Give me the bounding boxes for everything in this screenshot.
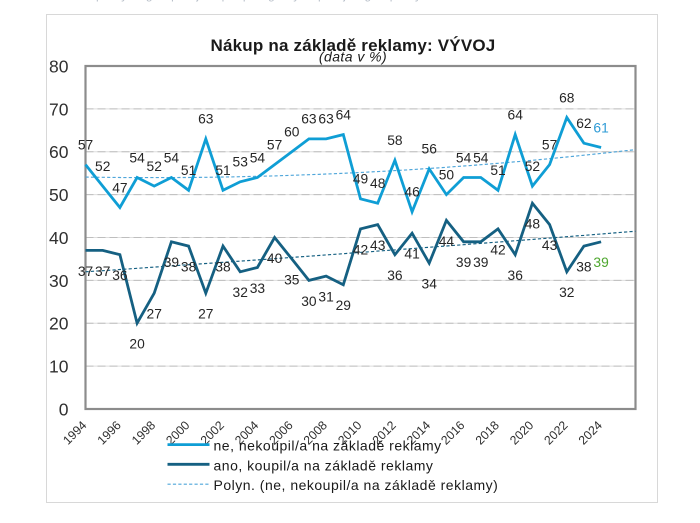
svg-text:46: 46: [404, 185, 420, 200]
svg-text:48: 48: [370, 176, 386, 191]
svg-text:62: 62: [576, 116, 591, 131]
svg-text:53: 53: [233, 155, 249, 170]
svg-text:51: 51: [181, 163, 196, 178]
svg-text:42: 42: [490, 242, 505, 257]
svg-text:38: 38: [576, 260, 592, 275]
svg-text:40: 40: [49, 228, 69, 248]
svg-text:38: 38: [181, 260, 197, 275]
svg-text:49: 49: [353, 172, 369, 187]
svg-text:Polyn. (ne, nekoupil/a na zákl: Polyn. (ne, nekoupil/a na základě reklam…: [214, 477, 499, 493]
svg-text:10: 10: [49, 357, 69, 377]
svg-text:20: 20: [49, 314, 69, 334]
svg-text:(data v %): (data v %): [319, 49, 387, 65]
svg-text:ne, nekoupil/a na základě rekl: ne, nekoupil/a na základě reklamy: [214, 438, 442, 454]
svg-text:52: 52: [525, 159, 540, 174]
svg-text:63: 63: [301, 112, 317, 127]
svg-text:63: 63: [318, 112, 334, 127]
svg-text:57: 57: [78, 137, 93, 152]
svg-text:54: 54: [250, 150, 266, 165]
svg-text:33: 33: [250, 281, 266, 296]
svg-text:Nákup na základě reklamy: VÝVO: Nákup na základě reklamy: VÝVOJ: [211, 36, 496, 55]
svg-text:54: 54: [129, 150, 145, 165]
svg-text:44: 44: [439, 234, 455, 249]
svg-text:50: 50: [49, 185, 69, 205]
svg-text:39: 39: [473, 255, 489, 270]
svg-text:36: 36: [112, 268, 128, 283]
svg-text:29: 29: [336, 298, 352, 313]
svg-text:64: 64: [336, 107, 352, 122]
svg-text:39: 39: [593, 255, 609, 270]
svg-text:43: 43: [370, 238, 386, 253]
svg-text:30: 30: [49, 271, 69, 291]
svg-text:51: 51: [490, 163, 505, 178]
svg-text:27: 27: [147, 307, 162, 322]
svg-text:37: 37: [95, 264, 110, 279]
svg-text:34: 34: [422, 277, 438, 292]
svg-text:43: 43: [542, 238, 558, 253]
svg-text:70: 70: [49, 99, 69, 119]
svg-text:36: 36: [508, 268, 524, 283]
svg-text:p y g p j q p g y p j g p y: p y g p j q p g y p j g p y: [96, 0, 421, 2]
svg-text:58: 58: [387, 133, 403, 148]
svg-text:47: 47: [112, 180, 127, 195]
svg-text:52: 52: [95, 159, 110, 174]
svg-text:52: 52: [147, 159, 162, 174]
svg-text:32: 32: [559, 285, 574, 300]
svg-text:57: 57: [542, 137, 557, 152]
svg-text:42: 42: [353, 242, 368, 257]
svg-text:40: 40: [267, 251, 283, 266]
svg-text:32: 32: [233, 285, 248, 300]
svg-text:63: 63: [198, 112, 214, 127]
svg-text:50: 50: [439, 167, 455, 182]
svg-text:27: 27: [198, 307, 213, 322]
svg-text:57: 57: [267, 137, 282, 152]
svg-text:20: 20: [129, 337, 145, 352]
svg-text:64: 64: [508, 107, 524, 122]
svg-text:0: 0: [59, 399, 69, 419]
svg-text:39: 39: [164, 255, 180, 270]
svg-text:36: 36: [387, 268, 403, 283]
svg-text:41: 41: [404, 247, 419, 262]
svg-text:38: 38: [215, 260, 231, 275]
svg-text:35: 35: [284, 272, 300, 287]
svg-text:60: 60: [284, 125, 300, 140]
svg-text:68: 68: [559, 90, 575, 105]
svg-text:39: 39: [456, 255, 472, 270]
svg-text:54: 54: [456, 150, 472, 165]
svg-text:48: 48: [525, 217, 541, 232]
svg-text:51: 51: [215, 163, 230, 178]
svg-text:30: 30: [301, 294, 317, 309]
svg-text:80: 80: [49, 56, 69, 76]
svg-text:60: 60: [49, 142, 69, 162]
svg-text:54: 54: [164, 150, 180, 165]
svg-text:37: 37: [78, 264, 93, 279]
svg-text:61: 61: [593, 120, 608, 135]
svg-text:31: 31: [318, 290, 333, 305]
svg-text:ano, koupil/a na základě rekla: ano, koupil/a na základě reklamy: [214, 457, 434, 473]
svg-text:56: 56: [422, 142, 438, 157]
svg-text:54: 54: [473, 150, 489, 165]
